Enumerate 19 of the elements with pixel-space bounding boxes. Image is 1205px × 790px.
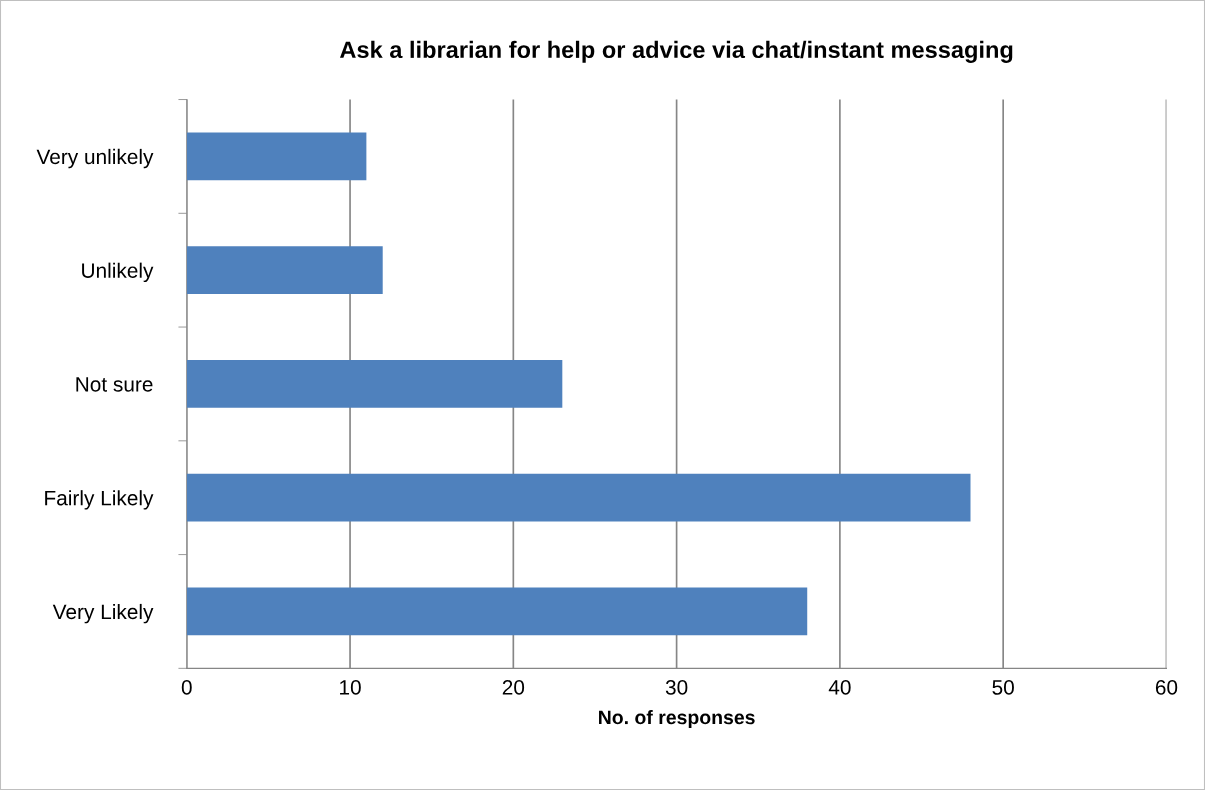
y-tick-label: Fairly Likely	[45, 490, 154, 510]
y-tick-label: Very unlikely	[36, 148, 154, 169]
x-tick-label: 10	[340, 680, 361, 695]
y-tick-label: Very Likely	[52, 603, 154, 624]
bar	[186, 246, 383, 295]
x-tick-label: 60	[1155, 680, 1178, 695]
bar	[186, 132, 367, 181]
chart-title: Ask a librarian for help or advice via chat/instant messaging	[339, 40, 1013, 63]
x-tick-label: 20	[502, 680, 525, 695]
bar	[186, 473, 971, 522]
bar	[186, 360, 563, 408]
y-tick-label: Not sure	[76, 377, 153, 392]
x-tick-label: 40	[828, 680, 851, 695]
y-tick-label: Unlikely	[82, 262, 154, 283]
bar	[186, 587, 808, 636]
x-tick-label: 30	[665, 680, 688, 695]
x-axis-title: No. of responses	[599, 709, 755, 729]
x-tick-label: 50	[992, 680, 1014, 695]
x-tick-label: 0	[181, 680, 192, 695]
